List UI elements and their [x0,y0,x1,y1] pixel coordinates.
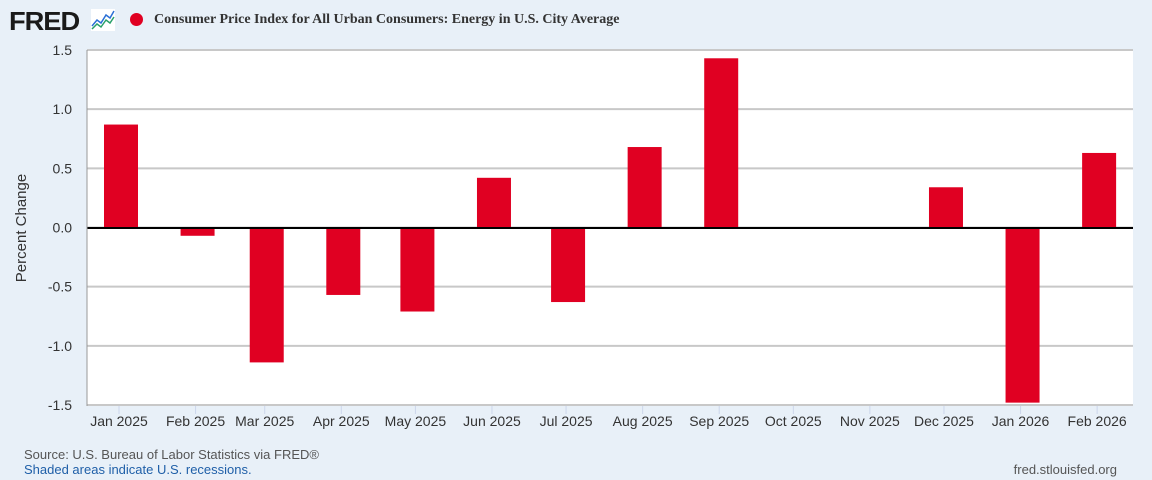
site-url[interactable]: fred.stlouisfed.org [1013,462,1117,477]
legend-marker [130,13,143,26]
x-tick-label: May 2025 [385,413,447,429]
bar-jan-2025[interactable] [104,124,138,228]
bar-jul-2025[interactable] [551,227,586,303]
chart: 1.5 1.0 0.5 0.0 -0.5 -1.0 -1.5 Jan 2025 Feb 202… [13,42,1133,429]
chart-title: Consumer Price Index for All Urban Consu… [154,12,620,27]
y-tick-label: 1.5 [53,42,73,58]
x-tick-label: Feb 2025 [166,413,225,429]
bar-apr-2025[interactable] [326,227,361,295]
source-note: Source: U.S. Bureau of Labor Statistics … [24,447,319,462]
bar-mar-2025[interactable] [249,227,284,363]
x-tick-label: Aug 2025 [613,413,673,429]
fred-logo[interactable]: FRED [9,6,80,36]
chart-line-icon [91,9,115,31]
y-axis-label: Percent Change [13,174,30,282]
x-tick-label: Nov 2025 [840,413,900,429]
x-tick-label: Sep 2025 [689,413,749,429]
y-tick-label: -1.5 [48,397,72,413]
y-tick-label: 0.5 [53,160,73,176]
bar-feb-2025[interactable] [180,227,215,236]
bar-aug-2025[interactable] [627,147,662,228]
y-tick-label: -0.5 [48,279,72,295]
y-tick-label: -1.0 [48,338,72,354]
y-tick-label: 1.0 [53,101,73,117]
x-tick-label: Feb 2026 [1068,413,1127,429]
x-tick-label: Jan 2025 [90,413,148,429]
y-tick-label: 0.0 [53,220,73,236]
x-tick-label: Jul 2025 [540,413,593,429]
x-tick-label: Jun 2025 [463,413,521,429]
bar-jan-2026[interactable] [1005,227,1040,403]
x-tick-label: Mar 2025 [235,413,294,429]
recession-note-link[interactable]: Shaded areas indicate U.S. recessions. [24,462,252,477]
x-tick-label: Apr 2025 [313,413,370,429]
bar-may-2025[interactable] [400,227,435,312]
x-tick-label: Dec 2025 [914,413,974,429]
bar-feb-2026[interactable] [1082,152,1117,228]
bar-sep-2025[interactable] [704,58,739,228]
x-tick-label: Oct 2025 [765,413,822,429]
bar-jun-2025[interactable] [476,177,511,228]
x-tick-label: Jan 2026 [992,413,1050,429]
bar-dec-2025[interactable] [928,187,963,228]
